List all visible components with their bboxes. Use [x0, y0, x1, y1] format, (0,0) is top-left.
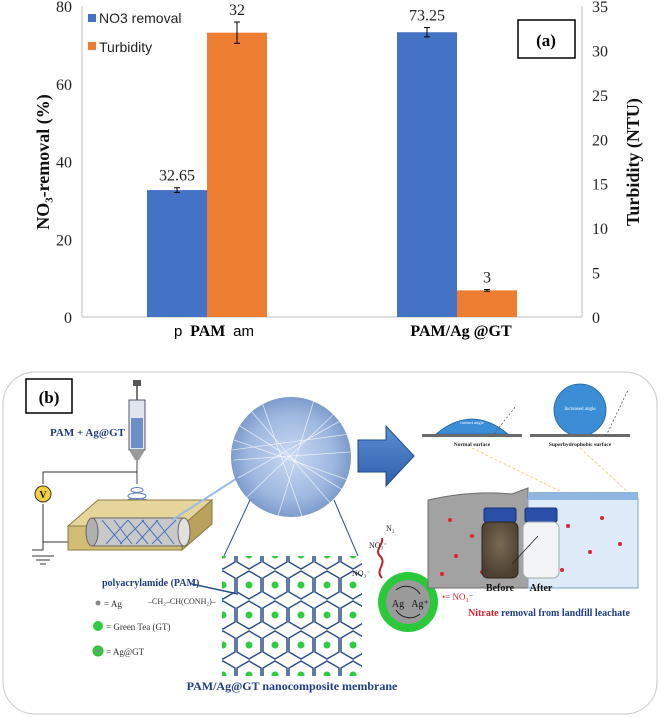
right-tick-label-6: 30: [592, 43, 608, 60]
syringe-label: PAM + Ag@GT: [50, 427, 126, 439]
category-label-1-post: am: [233, 323, 254, 340]
superhydrophobic-surface-layer: [528, 492, 638, 500]
bottle-after-icon: [522, 507, 560, 579]
legend-ag-label: = Ag: [104, 599, 122, 609]
right-tick-label-0: 0: [592, 310, 600, 327]
chart-a: 0 20 40 60 80 0 5 10 15 20 25 30 35 32.65 32 73.25 3 N…: [33, 0, 644, 340]
voltage-source-icon: [34, 485, 52, 503]
right-tick-label-1: 5: [592, 266, 600, 283]
guide-line-2: [579, 447, 629, 493]
y2-axis-title: Turbidity (NTU): [623, 98, 644, 226]
right-tick-label-5: 25: [592, 88, 608, 105]
before-label: Before: [486, 583, 515, 594]
legend-ag-dot: [95, 600, 101, 606]
contact-normal-inner2: contact angle: [460, 420, 484, 425]
legend-swatch-turbidity: [88, 42, 96, 50]
no3-label-left: NO₃⁻: [352, 569, 371, 578]
nanofiber-strands: [231, 399, 351, 517]
legend-label-no3: NO3 removal: [99, 10, 181, 26]
bottle-before-icon: [481, 507, 519, 579]
zoom-line-left: [223, 499, 251, 557]
polymer-label: polyacrylamide (PAM): [102, 578, 199, 589]
ag-plus-label: Ag⁺: [411, 599, 429, 610]
nitrate-dots-super: [560, 516, 622, 572]
left-tick-label-1: 20: [56, 232, 72, 249]
panel-label-b: (b): [39, 388, 60, 407]
category-label-1-main: PAM: [190, 323, 225, 340]
zoom-guide-line: [171, 474, 243, 521]
hexagonal-lattice: [222, 556, 362, 676]
contact-super-inner: Increased angle: [564, 407, 596, 412]
nitrate-word: Nitrate: [468, 608, 499, 619]
no3-capture-curl-icon: [377, 537, 384, 579]
bar-no3-2: [397, 32, 457, 317]
left-tick-label-2: 40: [56, 155, 72, 172]
bars: 32.65 32 73.25 3: [147, 2, 517, 318]
category-label-1: p PAM am: [174, 323, 254, 340]
rotating-drum-collector: [85, 517, 191, 547]
category-label-1-pre: p: [174, 323, 182, 340]
legend-aggt-label: = Ag@GT: [106, 647, 145, 657]
bar-turbidity-2: [457, 290, 517, 317]
right-tick-label-3: 15: [592, 177, 608, 194]
caption-rest: removal from landfill leachate: [499, 608, 631, 619]
normal-surface-illustration: [422, 405, 522, 437]
bar-turbidity-1: [207, 32, 267, 318]
y-axis-title: NO₃-removal (%): [33, 94, 54, 230]
data-label-no3-2: 73.25: [409, 8, 445, 25]
legend-gt-dot: [93, 621, 103, 631]
legend-label-turbidity: Turbidity: [99, 39, 152, 55]
voltage-label: V: [39, 490, 47, 501]
zoom-line-right: [333, 499, 359, 557]
data-label-no3-1: 32.65: [159, 168, 195, 185]
legend-gt-label: = Green Tea (GT): [106, 622, 171, 632]
legend-aggt-core: [96, 649, 100, 653]
nitrate-key: •= NO₃⁻: [442, 592, 474, 602]
process-arrow-icon: [357, 424, 415, 488]
data-label-turbidity-1: 32: [229, 2, 245, 19]
monomer-formula: –CH₂–CH(CONH₂)–: [147, 597, 217, 606]
panel-b-frame: [2, 371, 658, 715]
n2-label: N₂: [386, 524, 395, 533]
ag-gt-particle-icon: [378, 572, 438, 632]
after-pointer: [511, 535, 539, 565]
left-tick-label-4: 80: [56, 0, 72, 16]
left-tick-labels: 0 20 40 60 80: [56, 0, 72, 327]
bar-no3-1: [147, 190, 207, 317]
contact-super-caption: Superhydrophobic surface: [549, 442, 612, 448]
superhydrophobic-illustration: [530, 383, 630, 437]
panel-label-a: (a): [536, 31, 556, 50]
legend-swatch-no3: [88, 14, 96, 22]
panel-label-b-box: [25, 378, 73, 414]
left-tick-label-3: 60: [56, 77, 72, 94]
syringe-icon: [128, 380, 146, 484]
contact-normal-inner: Normal: [465, 414, 479, 419]
right-tick-label-2: 10: [592, 221, 608, 238]
no3-label-top: NO₃⁻: [369, 541, 388, 550]
right-tick-labels: 0 5 10 15 20 25 30 35: [592, 0, 608, 327]
category-label-2: PAM/Ag @GT: [410, 323, 512, 340]
guide-line-1: [471, 447, 563, 493]
after-label: After: [530, 583, 553, 594]
right-tick-label-7: 35: [592, 0, 608, 16]
contact-normal-caption: Normal surface: [454, 442, 491, 448]
leachate-caption: Nitrate removal from landfill leachate: [468, 608, 630, 619]
membrane-caption: PAM/Ag@GT nanocomposite membrane: [187, 679, 398, 693]
ag-label: Ag: [392, 599, 404, 610]
schematic-b: (b) PAM + Ag@GT V: [2, 371, 658, 715]
panel-label-a-box: [517, 19, 576, 59]
left-tick-label-0: 0: [64, 310, 72, 327]
right-tick-label-4: 20: [592, 132, 608, 149]
data-label-turbidity-2: 3: [483, 269, 491, 286]
polymer-pointer-line: [191, 583, 239, 595]
